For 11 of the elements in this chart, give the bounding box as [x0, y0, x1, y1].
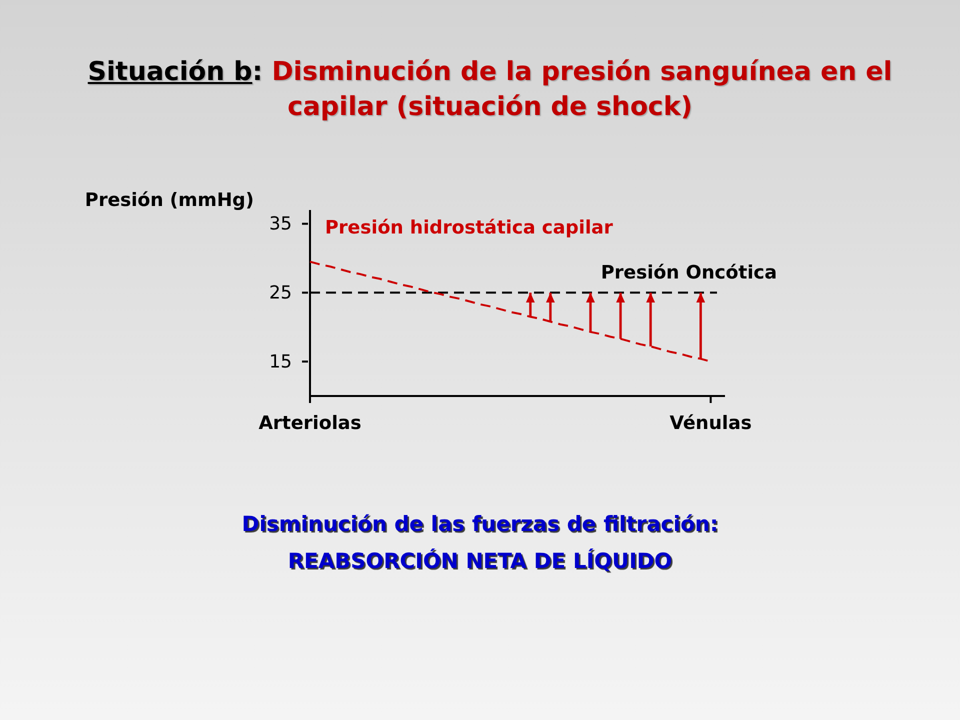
chart-title: Situación b: Disminución de la presión sanguínea en el capilar (situación de shock) — [88, 57, 892, 122]
series-label: Presión hidrostática capilar — [325, 218, 614, 239]
y-axis-title: Presión (mmHg) — [84, 190, 254, 211]
ref-line-label: Presión Oncótica — [600, 262, 777, 284]
y-tick-label: 35 — [269, 214, 292, 235]
x-tick-label: Arteriolas — [258, 413, 362, 434]
y-tick-label: 25 — [269, 282, 292, 304]
text: Disminución de las fuerzas de filtración: — [242, 512, 718, 536]
text: REABSORCIÓN NETA DE LÍQUIDO — [288, 548, 672, 573]
x-tick-label: Vénulas — [670, 413, 752, 434]
y-tick-label: 15 — [269, 351, 292, 372]
